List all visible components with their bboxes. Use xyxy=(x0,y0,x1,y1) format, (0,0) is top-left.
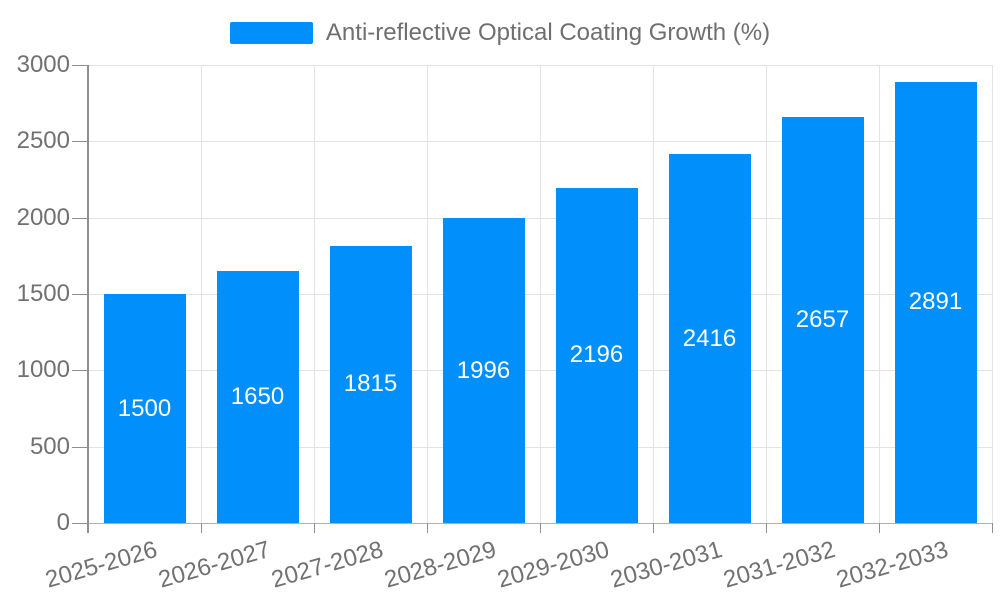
bar-value-label: 1996 xyxy=(456,356,511,384)
legend-swatch xyxy=(229,22,313,44)
v-gridline xyxy=(652,65,654,523)
y-axis-label: 0 xyxy=(56,509,70,536)
v-gridline xyxy=(426,65,428,523)
y-axis-label: 1000 xyxy=(16,356,70,383)
x-axis-tick xyxy=(313,523,315,533)
y-axis-tick xyxy=(72,293,88,295)
y-axis-label: 2000 xyxy=(16,204,70,231)
x-axis-label: 2026-2027 xyxy=(155,536,273,594)
bar[interactable]: 1500 xyxy=(103,294,186,523)
bar-value-label: 1500 xyxy=(117,394,172,422)
bar[interactable]: 2657 xyxy=(781,117,864,523)
v-gridline xyxy=(200,65,202,523)
y-axis-tick xyxy=(72,446,88,448)
y-axis-label: 2500 xyxy=(16,127,70,154)
x-axis-label: 2032-2033 xyxy=(833,536,951,594)
bar-value-label: 1650 xyxy=(230,383,285,411)
v-gridline xyxy=(313,65,315,523)
bar[interactable]: 1815 xyxy=(329,245,412,523)
bar[interactable]: 1996 xyxy=(442,218,525,523)
x-axis-label: 2031-2032 xyxy=(720,536,838,594)
x-axis-label: 2025-2026 xyxy=(42,536,160,594)
bar[interactable]: 2416 xyxy=(668,154,751,523)
x-axis-tick xyxy=(765,523,767,533)
v-gridline xyxy=(539,65,541,523)
v-gridline xyxy=(765,65,767,523)
v-gridline xyxy=(991,65,993,523)
y-axis-tick xyxy=(72,369,88,371)
bar-value-label: 2657 xyxy=(795,306,850,334)
x-axis-label: 2029-2030 xyxy=(494,536,612,594)
y-axis-line xyxy=(87,65,89,533)
y-axis-label: 3000 xyxy=(16,51,70,78)
y-axis-label: 1500 xyxy=(16,280,70,307)
x-axis-tick xyxy=(878,523,880,533)
y-axis-tick xyxy=(72,140,88,142)
y-axis-tick xyxy=(72,522,88,524)
x-axis-tick xyxy=(991,523,993,533)
legend-label: Anti-reflective Optical Coating Growth (… xyxy=(325,19,771,46)
bar-value-label: 2196 xyxy=(569,341,624,369)
legend[interactable]: Anti-reflective Optical Coating Growth (… xyxy=(0,16,1000,50)
x-axis-label: 2028-2029 xyxy=(381,536,499,594)
y-axis-tick xyxy=(72,64,88,66)
x-axis-label: 2027-2028 xyxy=(268,536,386,594)
bar-value-label: 1815 xyxy=(343,370,398,398)
bar[interactable]: 2891 xyxy=(894,81,977,523)
bar[interactable]: 1650 xyxy=(216,271,299,523)
x-axis-label: 2030-2031 xyxy=(607,536,725,594)
y-axis-label: 500 xyxy=(29,433,70,460)
x-axis-tick xyxy=(539,523,541,533)
x-axis-tick xyxy=(652,523,654,533)
x-axis-tick xyxy=(426,523,428,533)
bar-value-label: 2416 xyxy=(682,324,737,352)
v-gridline xyxy=(878,65,880,523)
x-axis-tick xyxy=(200,523,202,533)
y-axis-tick xyxy=(72,217,88,219)
bar-value-label: 2891 xyxy=(908,288,963,316)
bar[interactable]: 2196 xyxy=(555,187,638,523)
